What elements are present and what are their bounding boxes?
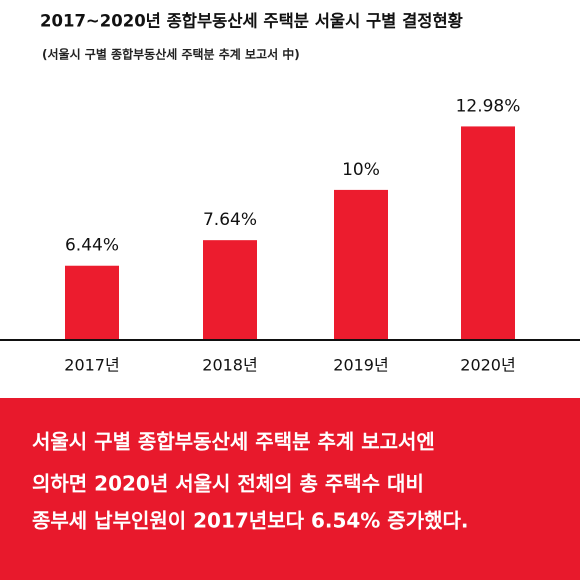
bar [203, 240, 257, 339]
caption-line: 의하면 2020년 서울시 전체의 총 주택수 대비 [32, 472, 424, 496]
caption-line: 서울시 구별 종합부동산세 주택분 추계 보고서엔 [32, 430, 435, 454]
value-label: 6.44% [65, 236, 119, 256]
x-tick-label: 2019년 [333, 356, 388, 375]
value-label: 10% [342, 160, 380, 180]
bar [334, 189, 388, 339]
caption-line: 종부세 납부인원이 2017년보다 6.54% 증가했다. [32, 509, 469, 533]
chart-title: 2017~2020년 종합부동산세 주택분 서울시 구별 결정현황 [40, 11, 463, 31]
bar [461, 126, 515, 340]
chart-subtitle: (서울시 구별 종합부동산세 주택분 추계 보고서 中) [42, 47, 300, 62]
value-label: 12.98% [456, 96, 521, 116]
x-tick-label: 2017년 [64, 356, 119, 375]
value-label: 7.64% [203, 210, 257, 230]
x-tick-label: 2020년 [460, 356, 515, 375]
bar [65, 265, 119, 339]
caption-box [0, 398, 580, 580]
x-tick-label: 2018년 [202, 356, 257, 375]
